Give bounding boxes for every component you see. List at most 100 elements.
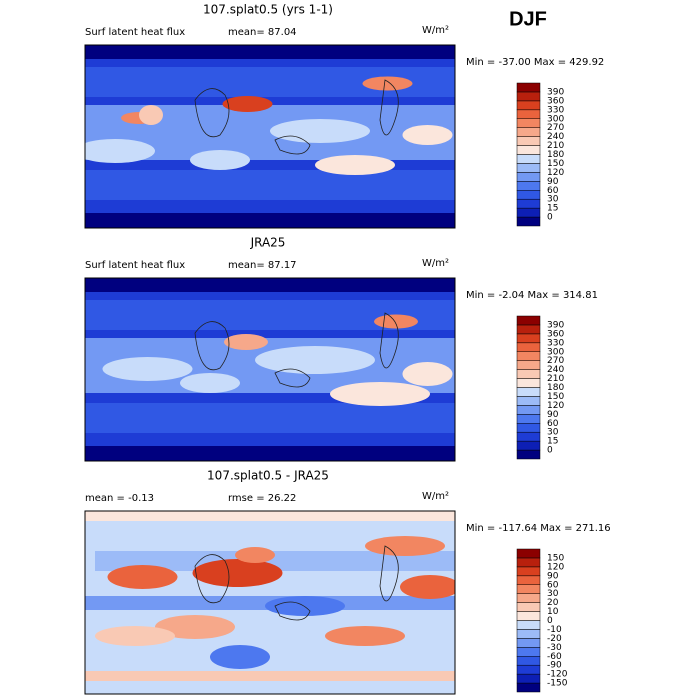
colorbar-label: 390	[547, 320, 564, 330]
panel-label: Surf latent heat flux	[85, 260, 185, 271]
units: W/m²	[422, 491, 449, 502]
field-patch	[270, 119, 370, 143]
colorbar-box	[516, 82, 541, 93]
field-patch	[85, 139, 155, 163]
colorbar-label: 20	[547, 598, 559, 608]
field-band	[85, 170, 455, 200]
colorbar-box	[516, 315, 541, 326]
colorbar-box	[516, 136, 541, 146]
field-band	[85, 278, 455, 292]
colorbar-label: 240	[547, 132, 564, 142]
colorbar-label: 180	[547, 150, 564, 160]
field-patch	[139, 105, 163, 125]
map	[85, 511, 455, 694]
colorbar-label: 0	[547, 616, 553, 626]
colorbar-box	[516, 333, 541, 344]
field-patch	[402, 362, 453, 386]
colorbar-box	[516, 647, 541, 657]
colorbar-box	[516, 91, 541, 102]
colorbar-box	[516, 181, 541, 191]
colorbar-label: -150	[547, 679, 568, 689]
field-patch	[325, 626, 405, 646]
panel-title: JRA25	[250, 236, 286, 250]
colorbar-box	[516, 673, 541, 684]
colorbar-label: 30	[547, 195, 559, 205]
field-patch	[222, 96, 273, 112]
colorbar-box	[516, 154, 541, 164]
colorbar-label: 60	[547, 580, 559, 590]
field-band	[85, 403, 455, 433]
field-patch	[315, 155, 395, 175]
colorbar-label: 120	[547, 562, 564, 572]
colorbar-label: 210	[547, 374, 564, 384]
colorbar-box	[516, 664, 541, 675]
panel-label: Surf latent heat flux	[85, 27, 185, 38]
colorbar-label: 210	[547, 141, 564, 151]
panel-title: 107.splat0.5 (yrs 1-1)	[203, 3, 333, 17]
panel-title: 107.splat0.5 - JRA25	[207, 469, 329, 483]
field-patch	[402, 125, 453, 145]
colorbar-box	[516, 378, 541, 388]
units: W/m²	[422, 25, 449, 36]
field-band	[85, 511, 455, 521]
map-field	[85, 278, 455, 461]
panel-label: mean= 87.04	[228, 27, 297, 38]
colorbar-box	[516, 566, 541, 577]
colorbar-label: 90	[547, 410, 559, 420]
panel-label: mean = -0.13	[85, 493, 154, 504]
colorbar-box	[516, 216, 541, 227]
field-band	[85, 446, 455, 461]
colorbar-box	[516, 369, 541, 379]
colorbar-box	[516, 190, 541, 200]
colorbar-label: 390	[547, 87, 564, 97]
colorbar-box	[516, 163, 541, 173]
field-band	[95, 551, 455, 571]
figure-title: DJF	[509, 8, 547, 30]
colorbar-box	[516, 145, 541, 155]
colorbar-label: 30	[547, 589, 559, 599]
colorbar-label: 150	[547, 159, 564, 169]
colorbar-box	[516, 584, 541, 594]
map-frame	[84, 510, 456, 695]
colorbar-box	[516, 396, 541, 406]
colorbar-box	[516, 602, 541, 612]
colorbar-label: 360	[547, 96, 564, 106]
colorbar-label: 330	[547, 105, 564, 115]
colorbar-label: 15	[547, 204, 558, 214]
colorbar-label: 150	[547, 392, 564, 402]
colorbar-box	[516, 548, 541, 559]
field-patch	[210, 645, 270, 669]
colorbar-label: 330	[547, 338, 564, 348]
colorbar-label: -120	[547, 670, 568, 680]
colorbar-box	[516, 449, 541, 460]
field-patch	[102, 357, 193, 381]
coastline	[194, 312, 399, 388]
colorbar-box	[516, 629, 541, 639]
colorbar-box	[516, 207, 541, 218]
colorbar-box	[516, 342, 541, 352]
min-max: Min = -117.64 Max = 271.16	[466, 523, 611, 534]
colorbar-label: 90	[547, 177, 559, 187]
colorbar-label: 180	[547, 383, 564, 393]
colorbar-box	[516, 351, 541, 361]
field-patch	[107, 565, 178, 589]
map	[85, 45, 455, 228]
field-patch	[255, 346, 375, 374]
field-patch	[400, 575, 455, 599]
colorbar-label: 30	[547, 428, 559, 438]
colorbar-label: 120	[547, 168, 564, 178]
field-band	[85, 671, 455, 681]
colorbar-label: 0	[547, 446, 553, 456]
colorbar-label: -30	[547, 643, 562, 653]
field-patch	[95, 626, 175, 646]
field-patch	[192, 559, 283, 587]
coastline	[194, 79, 399, 155]
colorbar-label: 90	[547, 571, 559, 581]
colorbar-box	[516, 387, 541, 397]
field-patch	[180, 373, 240, 393]
colorbar-label: -90	[547, 661, 562, 671]
map-frame	[84, 277, 456, 462]
colorbar-box	[516, 198, 541, 209]
field-patch	[235, 547, 275, 563]
